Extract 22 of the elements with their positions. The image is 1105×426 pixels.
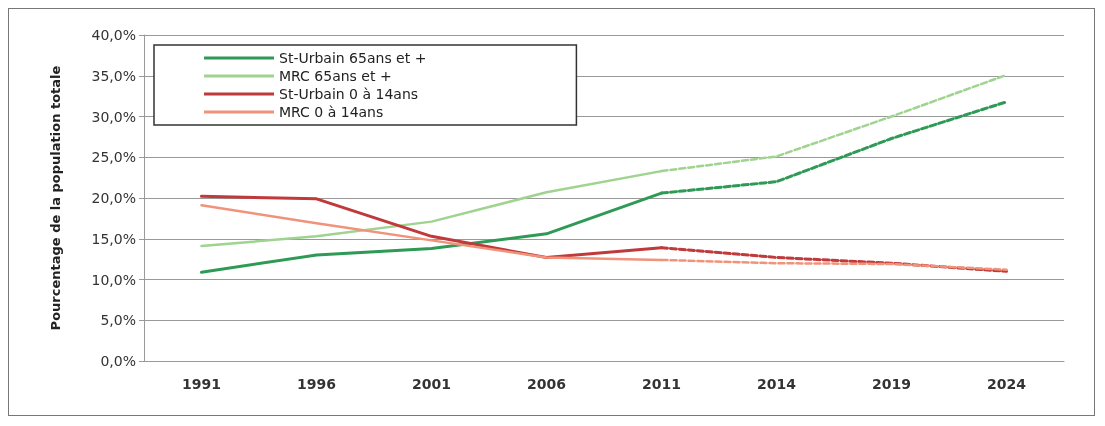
x-tick-label: 2001 bbox=[412, 376, 451, 392]
y-tick-label: 5,0% bbox=[100, 312, 136, 329]
y-tick-label: 0,0% bbox=[100, 353, 136, 369]
y-tick-label: 40,0% bbox=[91, 27, 136, 43]
x-tick-label: 2014 bbox=[757, 376, 797, 392]
y-tick-label: 15,0% bbox=[91, 230, 136, 247]
y-tick-label: 10,0% bbox=[91, 271, 136, 288]
x-tick-label: 1996 bbox=[297, 376, 336, 392]
y-tick-label: 35,0% bbox=[91, 67, 136, 84]
x-tick-label: 2011 bbox=[642, 376, 681, 392]
legend-label: St-Urbain 0 à 14ans bbox=[279, 86, 419, 102]
x-tick-label: 2019 bbox=[872, 376, 911, 392]
x-tick-label: 1991 bbox=[182, 376, 221, 392]
y-tick-label: 20,0% bbox=[91, 190, 136, 206]
legend-label: MRC 0 à 14ans bbox=[279, 104, 384, 120]
legend-label: MRC 65ans et + bbox=[279, 68, 392, 84]
legend-label: St-Urbain 65ans et + bbox=[279, 50, 427, 66]
x-tick-label: 2006 bbox=[527, 376, 566, 392]
y-axis-title: Pourcentage de la population totale bbox=[48, 65, 63, 331]
x-tick-label: 2024 bbox=[987, 376, 1027, 392]
y-tick-label: 30,0% bbox=[91, 108, 136, 125]
y-tick-label: 25,0% bbox=[91, 149, 136, 166]
